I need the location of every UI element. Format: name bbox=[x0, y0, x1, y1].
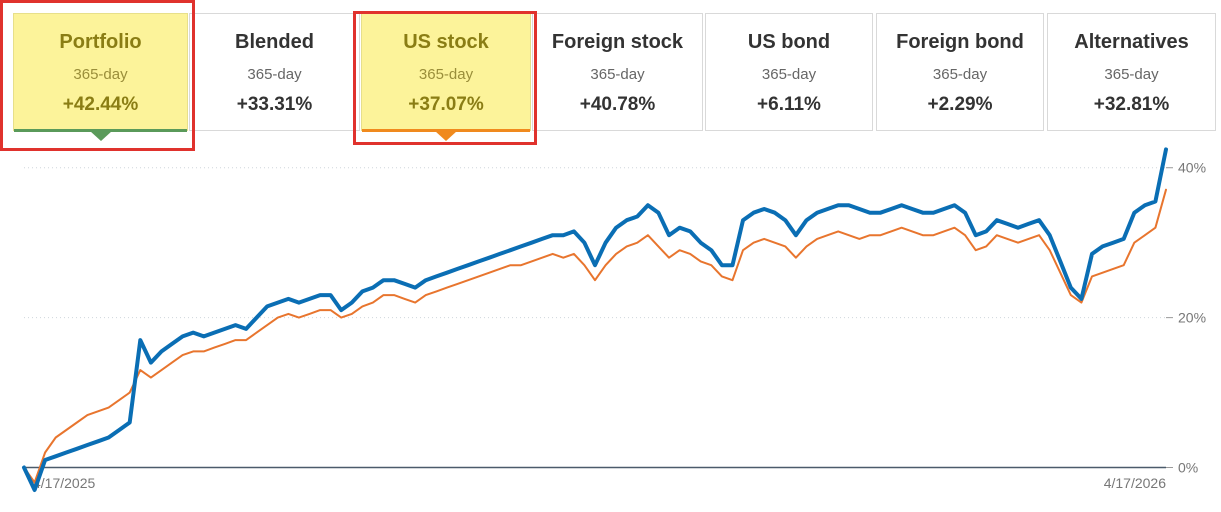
tab-value: +40.78% bbox=[579, 94, 656, 115]
tab-title: US stock bbox=[403, 31, 489, 53]
summary-tabs: Portfolio 365-day +42.44% Blended 365-da… bbox=[0, 0, 1221, 151]
tab-value: +37.07% bbox=[408, 94, 484, 115]
portfolio-series-line bbox=[22, 147, 1168, 492]
tab-selected-underline bbox=[14, 129, 187, 132]
y-tick-label: 0% bbox=[1178, 460, 1198, 476]
tab-foreign-bond[interactable]: Foreign bond 365-day +2.29% bbox=[876, 13, 1044, 131]
tab-value: +6.11% bbox=[757, 94, 821, 115]
tab-period: 365-day bbox=[73, 66, 128, 83]
tab-value: +2.29% bbox=[927, 94, 993, 115]
tab-value: +42.44% bbox=[62, 94, 139, 115]
tab-period: 365-day bbox=[247, 66, 302, 83]
tab-period: 365-day bbox=[418, 66, 474, 83]
tab-value: +33.31% bbox=[236, 94, 313, 115]
y-tick-label: 40% bbox=[1178, 160, 1206, 176]
tab-alternatives[interactable]: Alternatives 365-day +32.81% bbox=[1047, 13, 1216, 131]
tab-us-bond[interactable]: US bond 365-day +6.11% bbox=[705, 13, 873, 131]
tab-us-stock[interactable]: US stock 365-day +37.07% bbox=[361, 13, 531, 141]
tab-selected-pointer bbox=[89, 131, 112, 141]
tab-title: Blended bbox=[235, 31, 314, 53]
us-stock-series-line bbox=[23, 188, 1167, 484]
performance-chart: 40% 20% 0% 4/17/2025 4/17/2026 bbox=[22, 147, 1206, 492]
tab-title: Portfolio bbox=[59, 31, 142, 53]
tab-value: +32.81% bbox=[1093, 94, 1170, 115]
tab-blended[interactable]: Blended 365-day +33.31% bbox=[189, 13, 360, 131]
tab-period: 365-day bbox=[761, 66, 817, 83]
tab-period: 365-day bbox=[932, 66, 988, 83]
tab-portfolio[interactable]: Portfolio 365-day +42.44% bbox=[13, 13, 188, 141]
tab-period: 365-day bbox=[1104, 66, 1159, 83]
tab-title: Alternatives bbox=[1074, 31, 1189, 53]
tab-foreign-stock[interactable]: Foreign stock 365-day +40.78% bbox=[532, 13, 703, 131]
y-tick-label: 20% bbox=[1178, 310, 1206, 326]
x-tick-label: 4/17/2026 bbox=[1104, 475, 1166, 491]
tab-title: US bond bbox=[747, 31, 831, 53]
tab-period: 365-day bbox=[590, 66, 645, 83]
tab-title: Foreign stock bbox=[551, 31, 684, 53]
tab-title: Foreign bond bbox=[896, 31, 1024, 53]
tab-selected-pointer bbox=[435, 131, 457, 141]
x-tick-label: 4/17/2025 bbox=[33, 475, 95, 491]
tab-selected-underline bbox=[362, 129, 530, 132]
